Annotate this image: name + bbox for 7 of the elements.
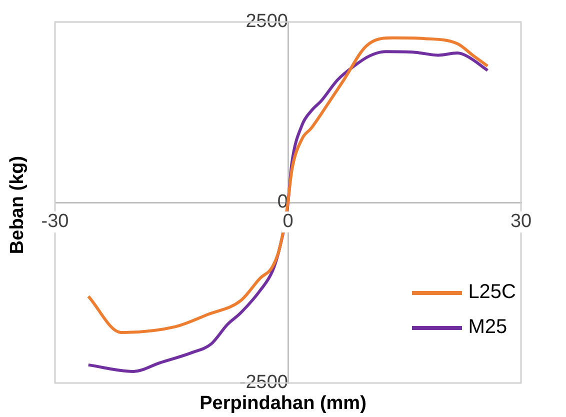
x-tick-label: -30 (41, 211, 69, 232)
x-axis-title: Perpindahan (mm) (198, 393, 368, 415)
y-tick-label: 0 (277, 192, 288, 213)
x-tick-label: 30 (510, 211, 532, 232)
legend-label: L25C (468, 281, 516, 304)
y-axis-title: Beban (kg) (7, 156, 29, 254)
legend-label: M25 (468, 316, 508, 339)
